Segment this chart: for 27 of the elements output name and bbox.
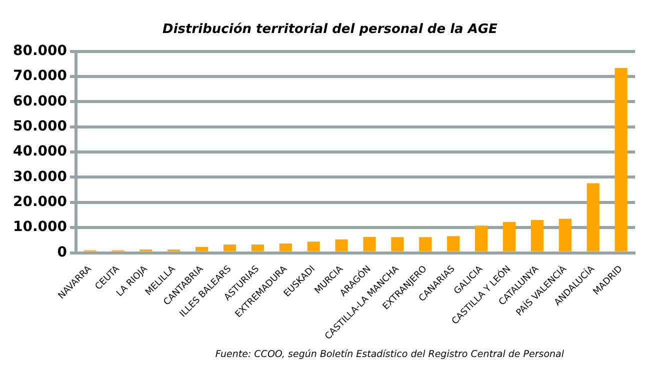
bar (251, 244, 264, 252)
bar (363, 236, 376, 252)
bar (307, 242, 320, 252)
y-tick-label: 30.000 (12, 168, 68, 185)
y-tick-label: 70.000 (12, 68, 68, 84)
bar (586, 183, 600, 252)
y-tick-label: 80.000 (12, 43, 68, 60)
bar (223, 244, 236, 252)
chart-title: Distribución territorial del personal de la AGE (162, 22, 498, 37)
y-tick-label: 10.000 (12, 219, 68, 236)
bar (419, 237, 432, 252)
bar (558, 218, 572, 252)
y-tick-label: 50.000 (12, 118, 68, 135)
bar (279, 243, 292, 252)
source-note: Fuente: CCOO, según Boletín Estadístico del Registro Central de Personal (215, 349, 564, 360)
y-tick-label: 0 (57, 244, 68, 260)
y-tick-label: 60.000 (12, 93, 68, 110)
bar (447, 236, 460, 252)
bar (614, 68, 628, 252)
bar (335, 239, 348, 252)
bar (196, 246, 208, 252)
bar (502, 222, 516, 252)
bar (530, 220, 544, 252)
y-tick-label: 40.000 (12, 144, 68, 160)
y-tick-label: 20.000 (12, 194, 68, 210)
bar (474, 226, 488, 252)
bar (391, 237, 404, 252)
